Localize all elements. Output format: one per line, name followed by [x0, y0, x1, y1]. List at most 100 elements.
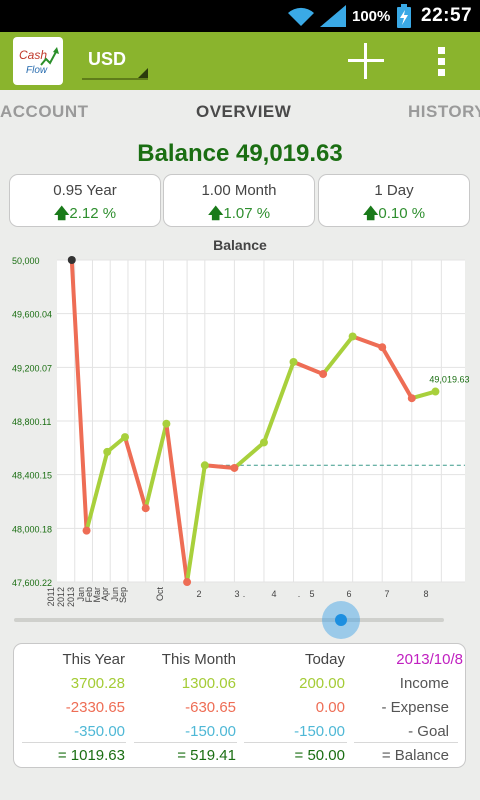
- card-period: 1 Day: [374, 182, 414, 199]
- balance-chart[interactable]: 50,000 49,600.04 49,200.07 48,800.11 48,400.…: [0, 252, 480, 632]
- x-tick-label: 3: [234, 589, 239, 599]
- series-segment: [409, 389, 438, 401]
- x-tick-label: 4: [271, 589, 276, 599]
- data-point: [103, 447, 112, 456]
- series-segment: [143, 421, 169, 511]
- svg-text:Cash: Cash: [19, 48, 47, 62]
- goal-today: -150.00: [294, 723, 345, 740]
- card-period: 0.95 Year: [53, 182, 117, 199]
- data-point: [183, 578, 192, 587]
- y-tick-label: 48,000.18: [12, 524, 52, 534]
- card-change: 1.07 %: [223, 205, 271, 222]
- tab-overview[interactable]: OVERVIEW: [196, 102, 292, 121]
- card-period: 1.00 Month: [201, 182, 277, 199]
- income-month: 1300.06: [181, 675, 236, 692]
- income-label: Income: [399, 675, 449, 692]
- y-tick-label: 48,400.15: [12, 471, 52, 481]
- income-today: 200.00: [299, 675, 345, 692]
- balance-title: Balance 49,019.63: [137, 140, 343, 167]
- summary-card-month: 1.00 Month 🡅1.07 %: [163, 174, 315, 227]
- signal-icon: [320, 5, 346, 27]
- app-logo[interactable]: Cash Flow: [13, 37, 63, 85]
- balance-today: = 50.00: [294, 747, 345, 764]
- series-segment: [164, 421, 190, 585]
- series-segment: [291, 359, 326, 377]
- balance-year: = 1019.63: [57, 747, 125, 764]
- up-arrow-icon: 🡅: [362, 205, 379, 222]
- battery-percent: 100%: [352, 7, 391, 25]
- x-tick-label: 2012: [56, 587, 66, 607]
- balance-month: = 519.41: [177, 747, 236, 764]
- data-point: [121, 433, 129, 442]
- end-value-label: 49,019.63: [429, 375, 469, 385]
- up-arrow-icon: 🡅: [207, 205, 224, 222]
- data-point: [378, 343, 387, 352]
- range-slider-thumb[interactable]: [322, 601, 360, 639]
- spinner-triangle-icon: [138, 68, 148, 78]
- series-segment: [69, 258, 89, 533]
- goal-year: -350.00: [74, 723, 125, 740]
- header-date: 2013/10/8: [396, 651, 463, 668]
- expense-label: - Expense: [381, 699, 449, 716]
- battery-charging-icon: [397, 4, 411, 28]
- divider: [354, 742, 458, 743]
- tab-account[interactable]: ACCOUNT: [0, 102, 89, 121]
- data-point: [230, 463, 239, 472]
- data-point: [82, 526, 91, 535]
- data-point: [200, 461, 209, 470]
- clock: 22:57: [421, 5, 473, 26]
- x-tick-label: Mar: [92, 587, 102, 603]
- wifi-icon: [288, 7, 314, 26]
- x-tick-label: 7: [384, 589, 389, 599]
- card-change: 0.10 %: [378, 205, 426, 222]
- x-tick-label: 2011: [46, 587, 56, 606]
- chart-title: Balance: [213, 237, 267, 253]
- series-segment: [261, 359, 296, 445]
- x-tick-label: Apr: [100, 587, 110, 601]
- header-this-month: This Month: [161, 651, 236, 668]
- series-segment: [380, 345, 414, 401]
- header-this-year: This Year: [62, 651, 125, 668]
- currency-underline: [82, 78, 148, 80]
- divider: [244, 742, 347, 743]
- series-segment: [202, 463, 237, 470]
- overflow-menu-icon[interactable]: [430, 39, 454, 83]
- data-point: [319, 370, 328, 379]
- tab-history[interactable]: HISTORY: [408, 102, 480, 121]
- income-year: 3700.28: [70, 675, 125, 692]
- summary-card-day: 1 Day 🡅0.10 %: [318, 174, 470, 227]
- status-bar: 100% 22:57: [0, 0, 480, 32]
- up-arrow-icon: 🡅: [53, 205, 70, 222]
- x-tick-label: Jan: [76, 587, 86, 602]
- x-tick-label: 6: [346, 589, 351, 599]
- expense-month: -630.65: [185, 699, 236, 716]
- add-icon[interactable]: [344, 39, 388, 83]
- x-tick-label: Jun: [110, 587, 120, 602]
- range-slider-track[interactable]: [14, 618, 444, 622]
- x-tick-label: 2013: [66, 587, 76, 607]
- x-tick-label: 8: [423, 589, 428, 599]
- x-tick-label: 2: [196, 589, 201, 599]
- currency-spinner[interactable]: USD: [82, 42, 148, 80]
- x-tick-label: 5: [309, 589, 314, 599]
- expense-today: 0.00: [315, 699, 345, 716]
- series-segment: [350, 334, 385, 350]
- y-tick-label: 48,800.11: [12, 417, 51, 427]
- data-point: [431, 387, 440, 396]
- series-segment: [185, 463, 207, 585]
- divider: [22, 742, 126, 743]
- series-segment: [84, 449, 110, 533]
- data-point: [289, 357, 298, 366]
- y-tick-label: 47,600.22: [12, 578, 52, 588]
- series-segment: [232, 440, 266, 470]
- series-segment: [123, 435, 148, 511]
- goal-label: - Goal: [408, 723, 449, 740]
- cashflow-logo-icon: Cash Flow: [19, 47, 59, 76]
- action-bar: Cash Flow USD: [0, 32, 480, 90]
- data-point: [162, 419, 171, 428]
- currency-label: USD: [88, 49, 127, 69]
- x-tick-label: .: [298, 589, 301, 599]
- divider: [134, 742, 237, 743]
- x-tick-label: .: [243, 589, 246, 599]
- goal-month: -150.00: [185, 723, 236, 740]
